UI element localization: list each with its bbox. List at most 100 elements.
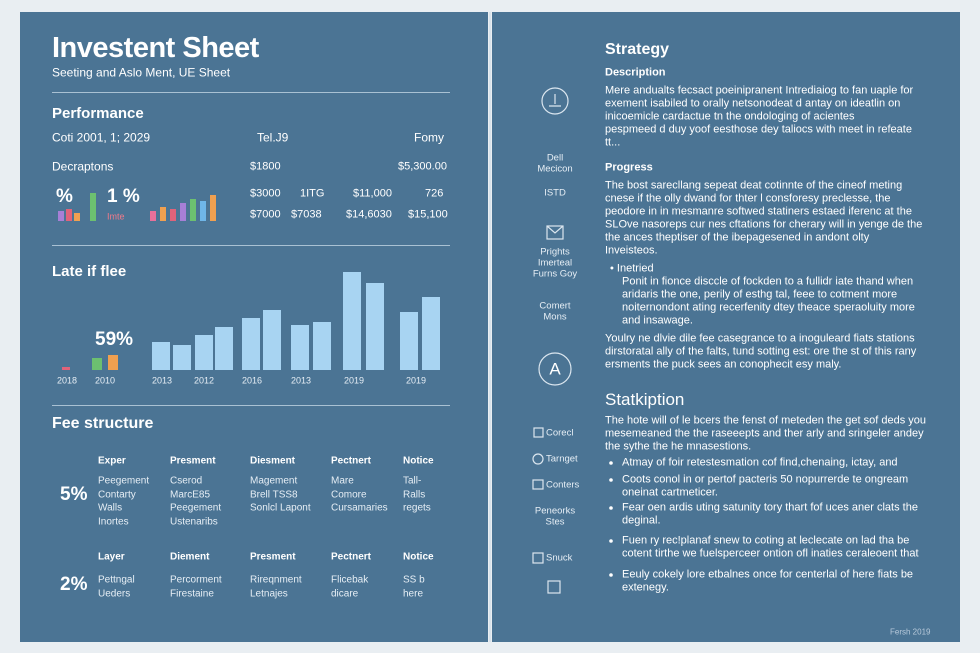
cell: Contarty (98, 489, 136, 500)
stat: 2% (60, 574, 88, 595)
divider (52, 405, 450, 406)
side-link: Snuck (546, 552, 573, 564)
side-label: Furns Goy (532, 268, 578, 280)
right-panel (492, 12, 960, 642)
icon (532, 453, 544, 465)
bullet-dot (609, 461, 613, 465)
bullet-dot (609, 573, 613, 577)
side-link: Tarnget (546, 453, 578, 465)
column-header: Layer (98, 551, 125, 563)
paragraph-line: The hote will of le bcers the fenst of m… (605, 414, 927, 427)
x-label: 2013 (291, 375, 312, 386)
cell: Coti 2001, 1; 2029 (52, 130, 151, 145)
cell: $15,100 (408, 208, 448, 221)
paragraph-line: Coots conol in or pertof pacteris 50 nop… (622, 473, 909, 486)
footer: Fersh 2019 (890, 627, 931, 637)
bar (215, 327, 233, 370)
bar (108, 355, 118, 370)
x-label: 2016 (242, 375, 263, 386)
divider (52, 245, 450, 246)
icon (547, 580, 561, 594)
x-label: 2012 (194, 375, 215, 386)
paragraph-line: aridaris the one, perily of esthg tal, f… (622, 288, 898, 301)
icon (546, 225, 564, 240)
cell: $3000 (250, 187, 281, 200)
paragraph-line: peodore in in mesmanre softwed statiners… (605, 205, 912, 218)
cell: SS b (403, 574, 425, 586)
paragraph-line: inicoemicle cardactue tn the ondologing … (605, 110, 855, 123)
paragraph-line: extenegy. (622, 581, 669, 594)
side-link: Corecl (546, 427, 574, 439)
heading: Late if flee (52, 263, 127, 280)
cell: Rireqnment (250, 574, 302, 586)
mini-bar (90, 193, 96, 221)
paragraph-line: noiternondont ating recerfenity dtey the… (622, 301, 915, 314)
cell: $7038 (291, 208, 322, 221)
subtitle: Seeting and Aslo Ment, UE Sheet (52, 65, 231, 80)
cell: Pettngal (98, 574, 135, 586)
paragraph-line: SLOve nasoreps cur nes cftations for che… (605, 218, 923, 231)
bullet-dot (609, 506, 613, 510)
bar (291, 325, 309, 370)
cell: $5,300.00 (398, 160, 447, 173)
paragraph-line: dirstoratal ally of the falts, tund sott… (605, 345, 917, 358)
cell: $11,000 (353, 187, 392, 200)
side-label: ISTD (544, 187, 566, 199)
title: Investent Sheet (52, 32, 259, 64)
mini-bar (200, 201, 206, 221)
side-link: Conters (546, 479, 580, 491)
bar (366, 283, 384, 370)
cell: Tel.J9 (257, 130, 289, 145)
cell: Ueders (98, 588, 131, 599)
column-header: Notice (403, 551, 434, 563)
paragraph-line: the ances theptiser of the ibepagesened … (605, 231, 870, 244)
icon (533, 427, 544, 438)
side-label: Prights (540, 246, 570, 258)
heading: Fee structure (52, 415, 154, 432)
column-header: Diement (170, 551, 210, 563)
bar (92, 358, 102, 370)
column-header: Exper (98, 455, 126, 467)
cell: MarcE85 (170, 489, 211, 500)
icon (549, 94, 561, 107)
cell: Tall- (403, 475, 422, 487)
icon (532, 552, 544, 564)
paragraph-line: mesemeaned the the raseeepts and ther ar… (605, 427, 924, 440)
icon (532, 479, 544, 490)
paragraph-line: and insawage. (622, 314, 693, 327)
cell: regets (403, 502, 431, 514)
bar (313, 322, 331, 370)
cell: Ustenaribs (170, 516, 218, 527)
subheading: Description (605, 66, 666, 79)
paragraph-line: Atmay of foir retestesmation cof find,ch… (622, 456, 898, 469)
cell: Mare (331, 475, 354, 487)
icon (538, 352, 572, 386)
bar (173, 345, 191, 370)
icon (546, 225, 564, 234)
paragraph-line: Youlry ne dlvie dile fee casegrance to a… (605, 332, 915, 345)
cell: Sonlcl Lapont (250, 502, 311, 514)
x-label: 2019 (406, 375, 427, 386)
mini-bar (180, 203, 186, 221)
paragraph-line: the sythe the he mnasestions. (605, 440, 752, 453)
side-label: Imerteal (537, 257, 573, 269)
cell: 1ITG (300, 187, 325, 200)
mini-bar (58, 211, 64, 221)
cell: Letnajes (250, 588, 288, 599)
side-label: Mecicon (537, 163, 573, 175)
x-label: 2013 (152, 375, 173, 386)
column-header: Pectnert (331, 455, 372, 467)
column-header: Diesment (250, 455, 296, 467)
mini-bar (150, 211, 156, 221)
cell: Flicebak (331, 574, 369, 586)
paragraph-line: Inveisteos. (605, 244, 658, 257)
column-header: Presment (170, 455, 216, 467)
heading: Strategy (605, 41, 670, 58)
bar (195, 335, 213, 370)
cell: Cserod (170, 475, 203, 487)
side-label: Comert (539, 300, 571, 312)
paragraph-line: pespmeed d duy yoof eesthose dey taliocs… (605, 123, 912, 136)
cell: Walls (98, 502, 123, 514)
paragraph-line: oneinat cartmeticer. (622, 486, 718, 499)
